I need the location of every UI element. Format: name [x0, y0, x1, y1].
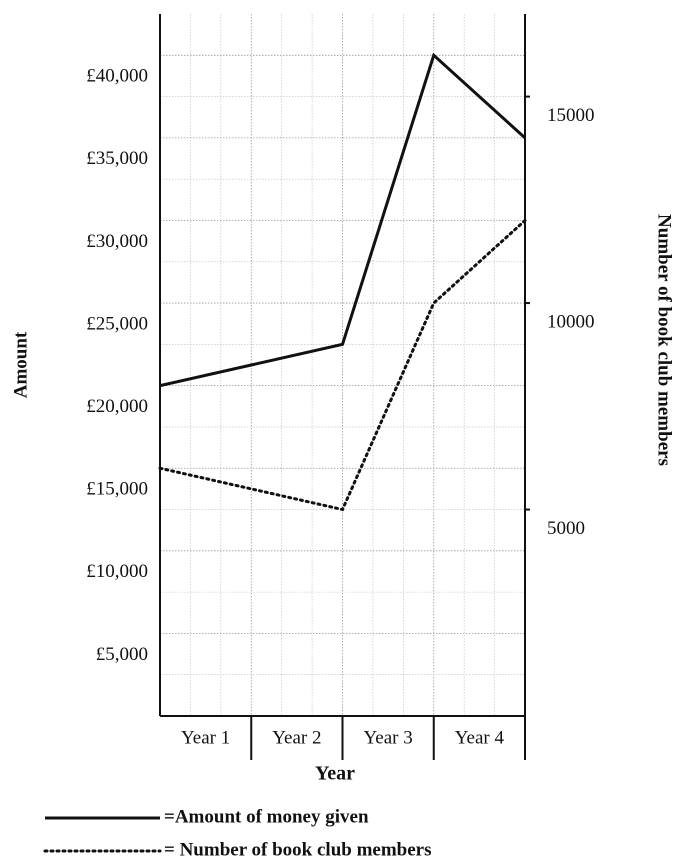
- y-tick-label: £40,000: [86, 66, 148, 87]
- y-tick-label: £25,000: [86, 313, 148, 334]
- x-tick-label: Year 2: [272, 727, 321, 748]
- legend-label: =Amount of money given: [164, 806, 369, 827]
- x-tick-label: Year 1: [181, 727, 230, 748]
- y-axis-label: Amount: [10, 331, 31, 398]
- y2-axis-label: Number of book club members: [654, 214, 675, 466]
- y2-tick-label: 15000: [547, 105, 595, 126]
- y-tick-label: £20,000: [86, 396, 148, 417]
- data-line: [159, 52, 527, 388]
- y2-tick-label: 10000: [547, 311, 595, 332]
- y-tick-label: £10,000: [86, 561, 148, 582]
- legend-label: = Number of book club members: [164, 839, 432, 860]
- x-tick-label: Year 4: [455, 727, 505, 748]
- data-line: [158, 218, 527, 512]
- y-tick-label: £30,000: [86, 231, 148, 252]
- y-tick-label: £15,000: [86, 479, 148, 500]
- y-tick-label: £35,000: [86, 148, 148, 169]
- x-axis-label: Year: [315, 763, 355, 785]
- x-tick-label: Year 3: [363, 727, 412, 748]
- y2-tick-label: 5000: [547, 518, 585, 539]
- y-tick-label: £5,000: [96, 644, 148, 665]
